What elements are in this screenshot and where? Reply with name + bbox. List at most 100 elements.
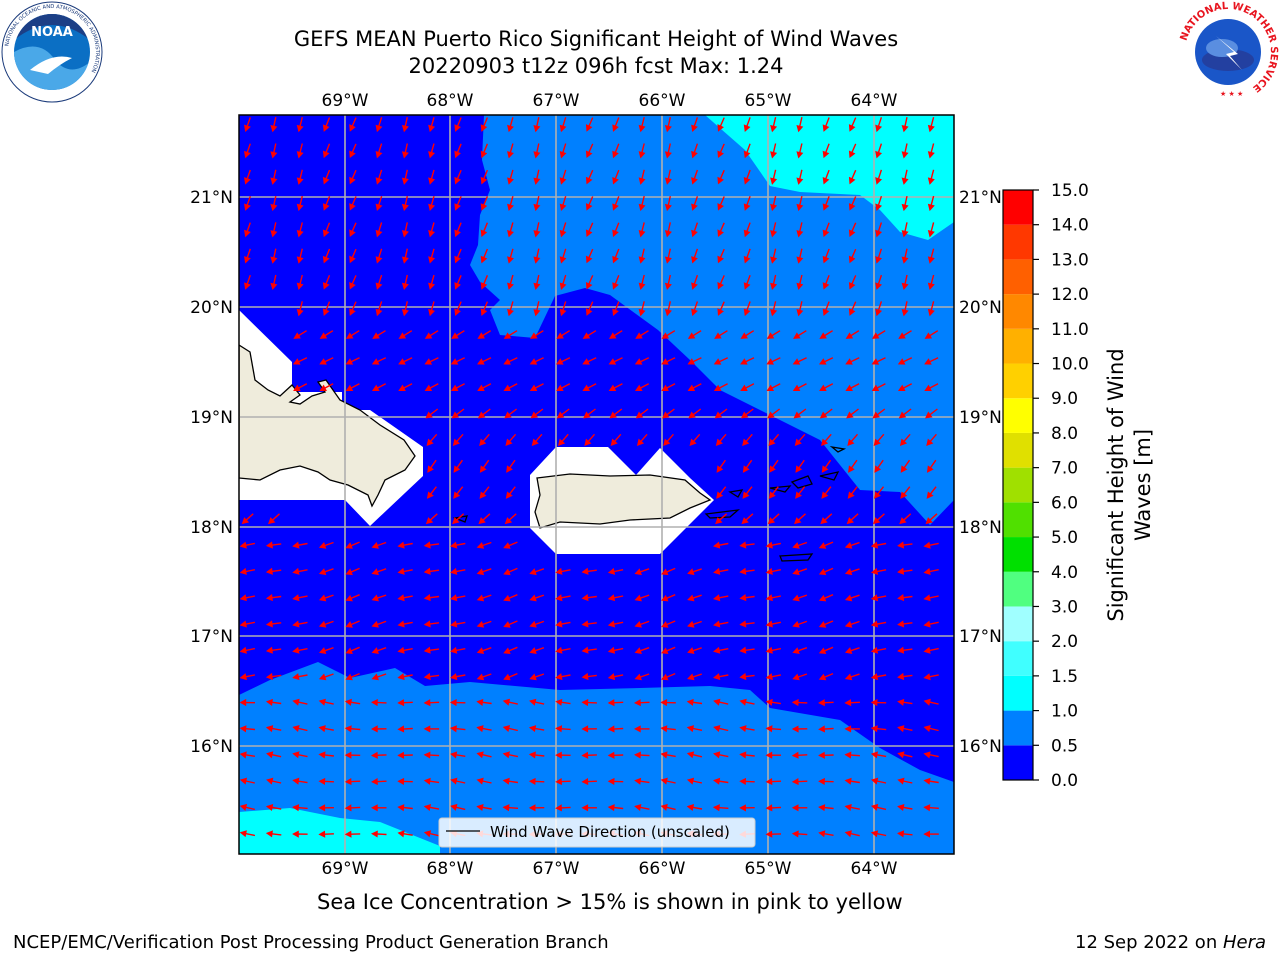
graticule <box>239 115 954 854</box>
wave-vector <box>689 408 702 419</box>
wave-vector-head <box>796 203 804 212</box>
wave-vector <box>530 727 545 731</box>
wave-vector <box>793 780 808 783</box>
wave-vector-head <box>397 673 405 681</box>
wave-vector-head <box>454 124 461 132</box>
colorbar-tick-label: 3.0 <box>1051 597 1078 617</box>
wave-vector <box>293 726 308 732</box>
wave-contour-ne-1.0-1.5 <box>705 115 954 240</box>
wave-vector <box>766 542 782 547</box>
wave-vector <box>823 196 830 210</box>
wave-vector <box>560 248 567 263</box>
wave-vector-head <box>292 541 300 549</box>
lat-label-right: 19°N <box>959 408 1002 428</box>
wave-vector <box>452 513 465 524</box>
wave-vector <box>535 117 540 131</box>
wave-vector <box>795 459 805 473</box>
wave-vector <box>929 143 935 158</box>
wave-vector <box>823 169 830 184</box>
wave-vector <box>929 195 935 210</box>
wave-vector-head <box>371 751 378 759</box>
wave-vector-head <box>714 332 722 339</box>
wave-vector-head <box>584 438 592 447</box>
wave-vector <box>372 647 387 653</box>
wave-vector <box>924 595 939 600</box>
wave-vector <box>272 274 277 289</box>
wave-vector <box>425 595 440 599</box>
title-line-2: 20220903 t12z 096h fcst Max: 1.24 <box>408 54 784 78</box>
wave-vector <box>504 383 518 391</box>
lat-label-left: 19°N <box>190 408 233 428</box>
wave-vector-head <box>743 124 751 132</box>
wave-vector <box>556 727 571 731</box>
wave-vector <box>636 408 649 419</box>
wave-vector <box>688 357 702 365</box>
wave-vector <box>556 806 571 809</box>
wave-vector-head <box>870 803 879 811</box>
wave-vector <box>298 248 303 263</box>
wave-vector-head <box>844 777 852 785</box>
wave-vector <box>582 780 597 783</box>
wave-vector-head <box>770 309 778 317</box>
wave-vector <box>535 195 540 210</box>
wave-vector <box>425 622 440 626</box>
wave-vector-head <box>686 751 695 759</box>
wave-vector-head <box>875 229 883 238</box>
wave-vector <box>372 357 387 365</box>
wave-vector-head <box>607 673 616 681</box>
wave-vector <box>819 832 834 836</box>
wave-vector-head <box>581 751 589 759</box>
wave-vector <box>586 143 594 157</box>
wave-vector-head <box>660 830 668 838</box>
wave-vector <box>929 222 935 237</box>
wave-vector <box>425 701 440 704</box>
wave-vector <box>451 674 466 679</box>
wave-vector-head <box>296 256 304 264</box>
wave-vector <box>272 248 277 263</box>
wave-vector-head <box>607 804 615 812</box>
wave-vector <box>740 727 755 731</box>
wave-vector <box>372 568 387 575</box>
wave-vector-head <box>296 203 304 212</box>
wave-vector <box>876 274 883 289</box>
wave-vector-head <box>901 309 909 317</box>
wave-vector-head <box>480 176 488 185</box>
wave-vector <box>560 169 567 184</box>
wave-vector-head <box>555 698 563 706</box>
wave-vector-head <box>452 438 460 447</box>
wave-vector <box>505 433 517 446</box>
wave-vector-head <box>844 830 852 838</box>
wave-vector-head <box>322 282 330 290</box>
wave-vector <box>426 433 438 446</box>
wave-vector-head <box>660 698 668 707</box>
wave-vector <box>477 541 492 548</box>
wave-vector-head <box>423 725 431 733</box>
wave-vector <box>688 673 702 680</box>
wave-vector-head <box>923 804 931 812</box>
wave-vector <box>819 646 834 654</box>
wave-vector <box>451 805 466 811</box>
wave-vector <box>556 674 571 679</box>
wave-vector-head <box>533 309 541 317</box>
wave-vector-head <box>318 830 326 838</box>
wave-vector <box>504 620 518 628</box>
wave-vector <box>845 779 860 784</box>
wave-vector <box>929 301 935 316</box>
wave-vector <box>319 700 334 705</box>
wave-vector <box>929 169 935 184</box>
wave-vector-head <box>401 230 409 238</box>
wave-vector-head <box>476 803 484 811</box>
wave-vector-head <box>529 568 537 576</box>
wave-vector-head <box>375 256 383 264</box>
wave-vector-head <box>740 411 749 419</box>
wave-vector-head <box>897 594 905 602</box>
wave-vector-head <box>292 358 301 365</box>
wave-vector <box>403 301 408 316</box>
wave-vector-head <box>528 804 536 812</box>
map-frame <box>238 114 955 855</box>
wave-vector <box>662 383 676 391</box>
lat-label-right: 17°N <box>959 627 1002 647</box>
wave-vector-head <box>712 830 720 838</box>
wave-vector <box>425 831 440 837</box>
wave-vector-head <box>322 150 330 159</box>
